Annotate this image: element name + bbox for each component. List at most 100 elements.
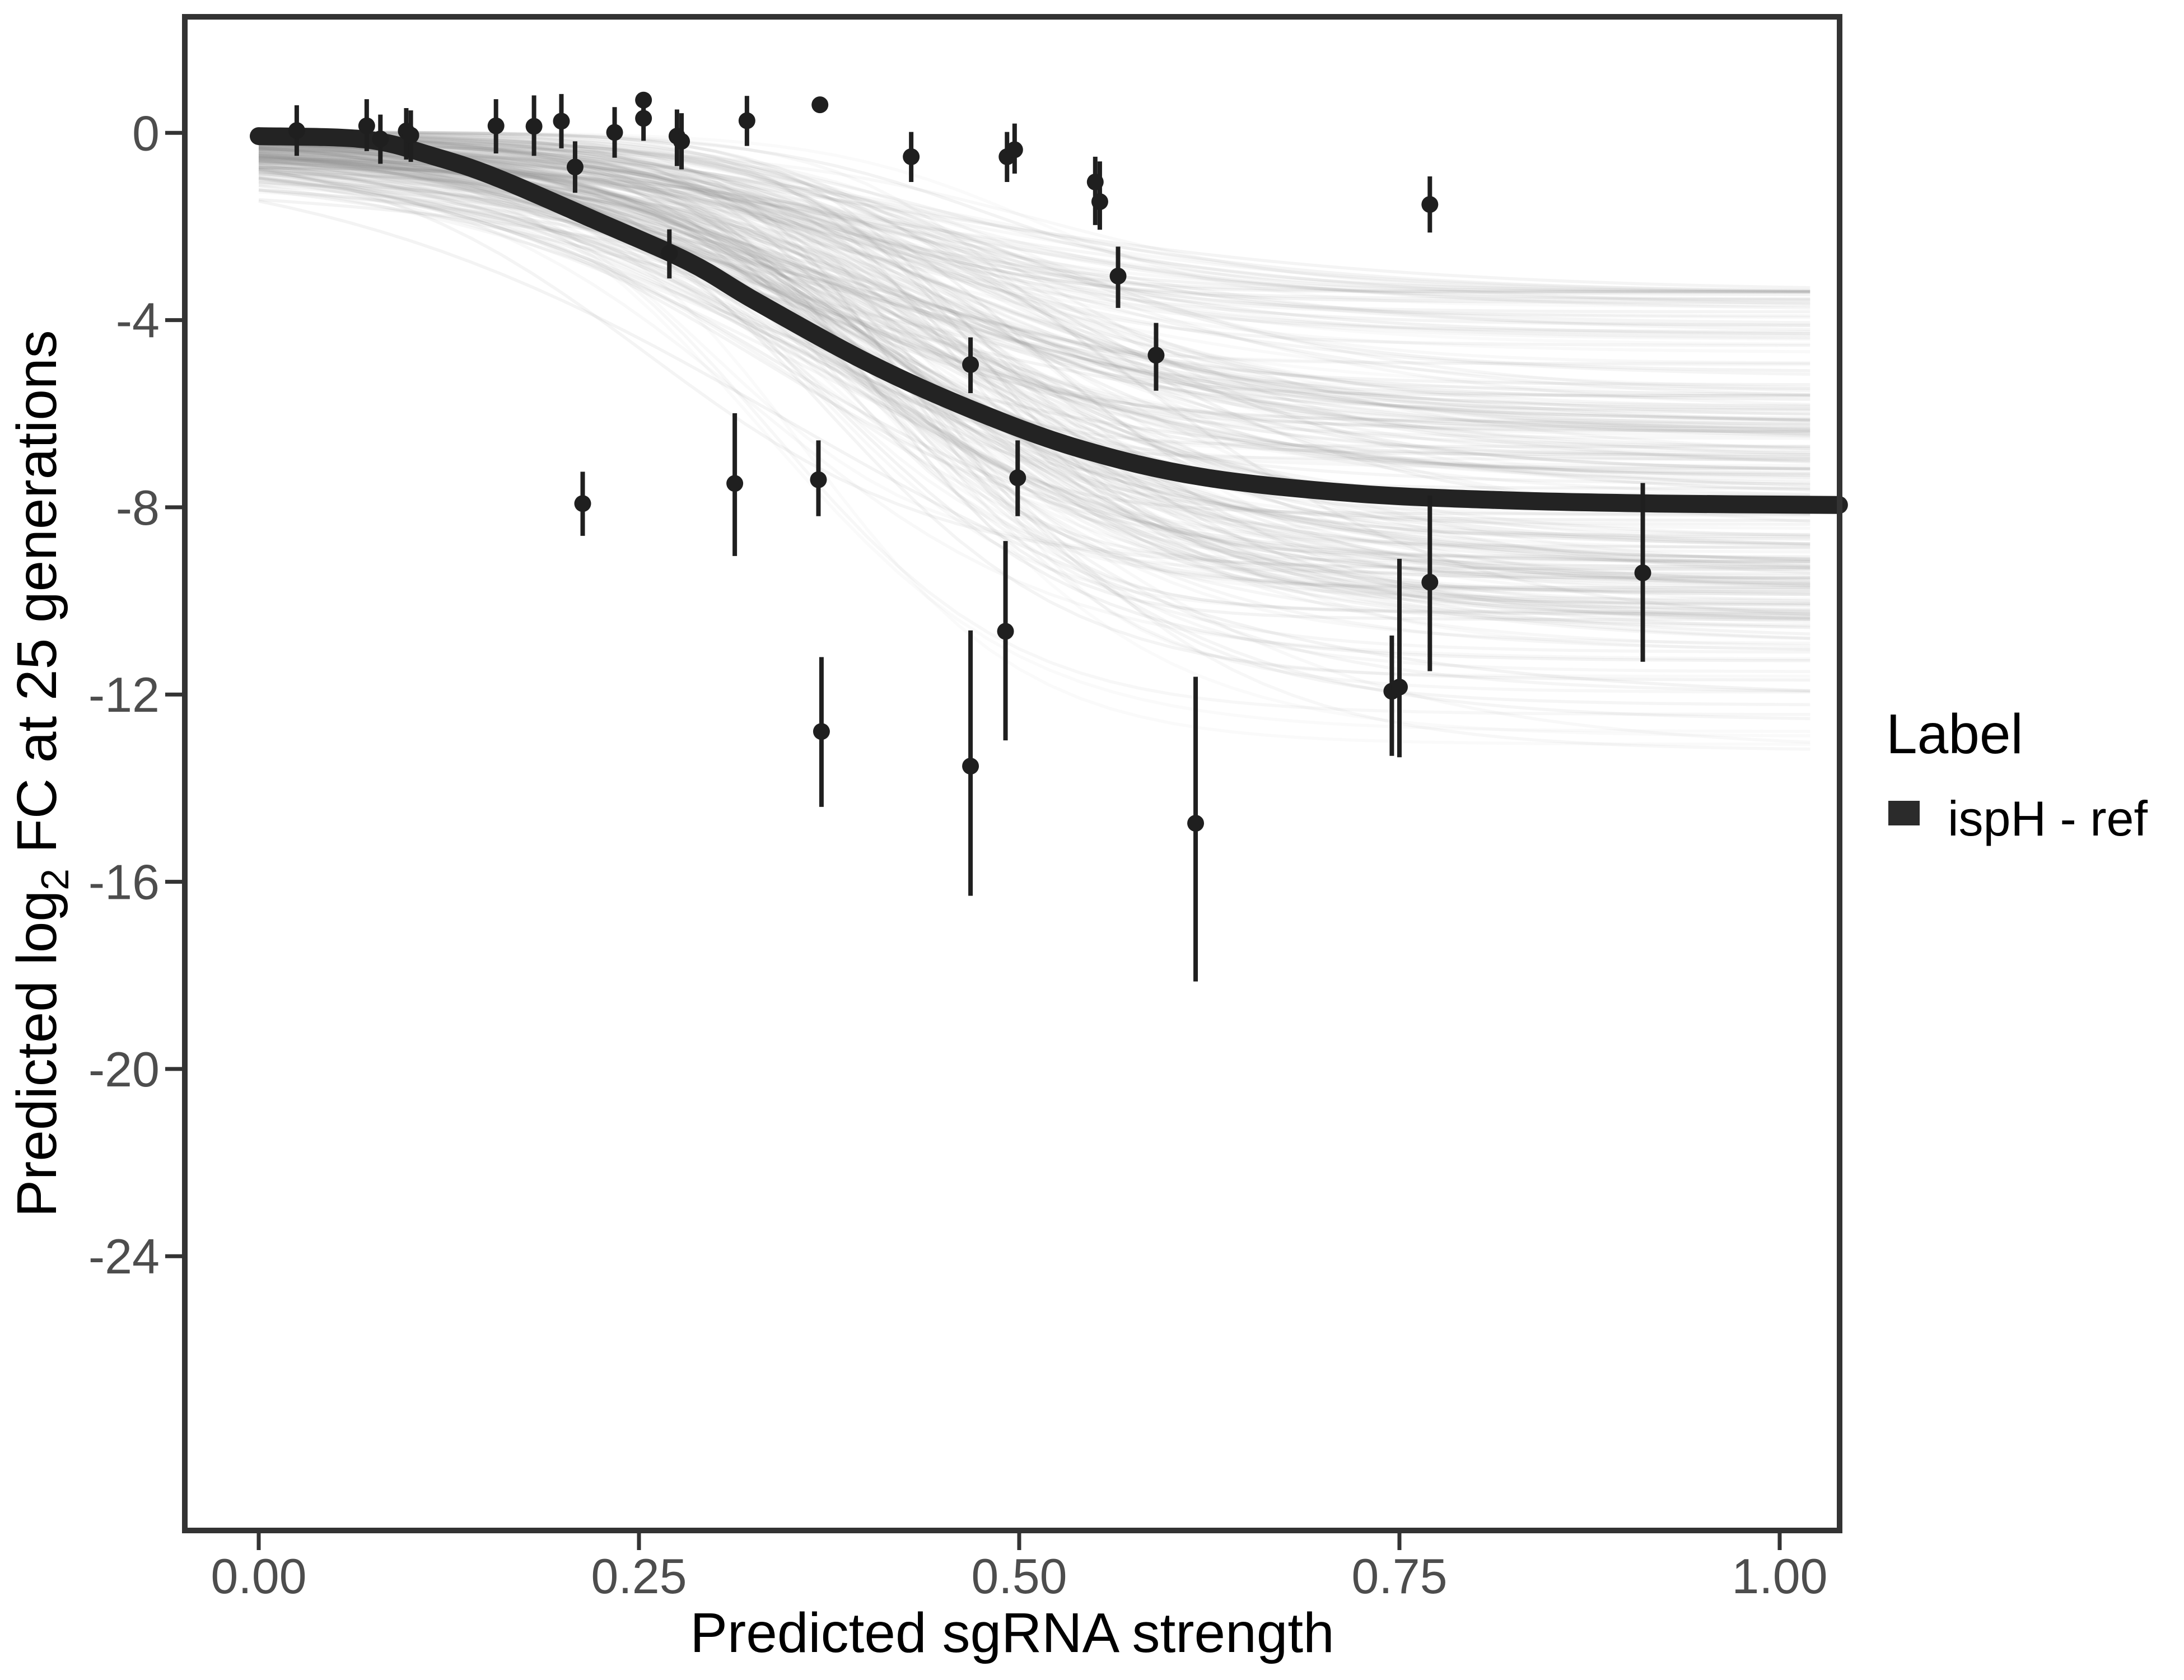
data-point [810, 471, 827, 488]
posterior-draw-curve [258, 156, 1810, 310]
posterior-draw-curve [258, 134, 1810, 318]
data-point [1390, 678, 1408, 696]
posterior-draw-curve [258, 156, 1810, 410]
posterior-draw-curve [258, 168, 1810, 462]
posterior-draw-curve [258, 141, 1810, 448]
posterior-draw-curve [258, 157, 1810, 567]
posterior-draw-curve [258, 137, 1810, 452]
posterior-draw-curve [258, 160, 1810, 651]
posterior-draw-curve [258, 184, 1810, 456]
posterior-draw-curve [258, 132, 1810, 372]
posterior-draw-curve [258, 136, 1810, 645]
posterior-draw-curve [258, 153, 1810, 486]
posterior-draw-curve [258, 147, 1810, 412]
data-point [997, 623, 1014, 640]
posterior-draw-curve [258, 150, 1810, 594]
data-point [738, 112, 755, 129]
posterior-draw-curve [258, 133, 1810, 568]
posterior-draw-curve [258, 133, 1810, 437]
data-point [553, 113, 570, 130]
data-point [962, 356, 979, 374]
data-point [661, 245, 678, 262]
posterior-draw-curve [258, 144, 1810, 623]
posterior-draw-curve [258, 132, 1810, 338]
posterior-draw-curve [258, 147, 1810, 416]
posterior-draw-curve [258, 167, 1810, 484]
posterior-draw-curve [258, 148, 1810, 346]
posterior-draw-curve [258, 149, 1810, 589]
y-title-main: Predicted log [6, 890, 68, 1217]
posterior-draw-curve [258, 151, 1810, 327]
posterior-draw-curve [258, 130, 1810, 294]
posterior-draw-curve [259, 130, 1810, 490]
data-point [1421, 196, 1439, 213]
mean-curve [250, 127, 1848, 514]
data-point [1421, 573, 1439, 591]
posterior-draw-curve [258, 141, 1810, 432]
x-tick-label: 1.00 [1732, 1548, 1827, 1604]
posterior-draw-curve [258, 163, 1810, 641]
x-ticks: 0.00 0.25 0.50 0.75 1.00 [211, 1530, 1828, 1604]
data-point [1086, 174, 1104, 191]
posterior-draw-curve [258, 152, 1810, 304]
posterior-draw-curve [258, 147, 1810, 296]
posterior-draw-curve [258, 132, 1810, 612]
data-point [673, 133, 690, 150]
y-tick-label: -20 [88, 1042, 160, 1097]
posterior-draw-curve [258, 143, 1810, 450]
data-point [288, 122, 305, 139]
posterior-draw-curve [258, 166, 1810, 571]
posterior-draw-curve [258, 162, 1810, 451]
posterior-draw-curve [258, 160, 1810, 293]
y-title-rest: FC at 25 generations [6, 330, 68, 869]
posterior-draw-curve [258, 136, 1810, 293]
posterior-draw-curve [258, 141, 1810, 605]
posterior-draw-curve [258, 147, 1810, 454]
posterior-draw-curve [258, 180, 1810, 629]
posterior-draw-curve [258, 136, 1810, 335]
posterior-draw-curve [258, 165, 1810, 720]
posterior-draw-curve [258, 131, 1810, 615]
posterior-draw-curve [258, 171, 1810, 661]
data-point [606, 124, 623, 141]
x-tick-label: 0.25 [591, 1548, 687, 1604]
posterior-draw-curve [258, 156, 1810, 526]
posterior-draw-curve [258, 171, 1810, 560]
posterior-draw-curve [258, 136, 1810, 319]
x-axis-title: Predicted sgRNA strength [690, 1602, 1334, 1664]
posterior-draw-curve [258, 133, 1810, 618]
posterior-draw-curve [258, 158, 1810, 586]
data-point [635, 110, 652, 127]
posterior-draw-curve [258, 154, 1810, 546]
posterior-draw-curve [258, 149, 1810, 294]
posterior-draw-curve [258, 169, 1810, 640]
posterior-draw-curve [258, 163, 1810, 307]
y-tick-label: -4 [116, 293, 160, 348]
posterior-draw-curve [258, 146, 1810, 432]
posterior-draw-curve [258, 176, 1810, 487]
posterior-draw-curve [258, 144, 1810, 580]
data-points [288, 91, 1651, 832]
posterior-draw-curve [258, 146, 1810, 386]
posterior-draw-curve [258, 198, 1810, 436]
x-tick-label: 0.00 [211, 1548, 306, 1604]
x-axis: 0.00 0.25 0.50 0.75 1.00 Predicted sgRNA str… [211, 1530, 1828, 1664]
y-ticks: 0 -4 -8 -12 -16 -20 -24 [88, 105, 185, 1284]
posterior-draw-curve [258, 156, 1810, 482]
posterior-draw-curve [258, 158, 1810, 575]
posterior-draw-curve [258, 190, 1810, 366]
posterior-draw-curve [259, 130, 1810, 294]
data-point [1006, 141, 1023, 158]
posterior-draw-curve [258, 143, 1810, 409]
data-point [903, 148, 920, 165]
posterior-draw-curve [258, 138, 1810, 596]
y-axis: 0 -4 -8 -12 -16 -20 -24 Predicted log2 FC at 2… [6, 105, 185, 1284]
posterior-draw-curve [258, 133, 1810, 459]
posterior-draw-curve [258, 132, 1810, 347]
posterior-draw-curve [258, 157, 1810, 306]
posterior-draw-curve [258, 138, 1810, 365]
posterior-draw-curve [258, 159, 1810, 568]
data-point [402, 127, 419, 144]
